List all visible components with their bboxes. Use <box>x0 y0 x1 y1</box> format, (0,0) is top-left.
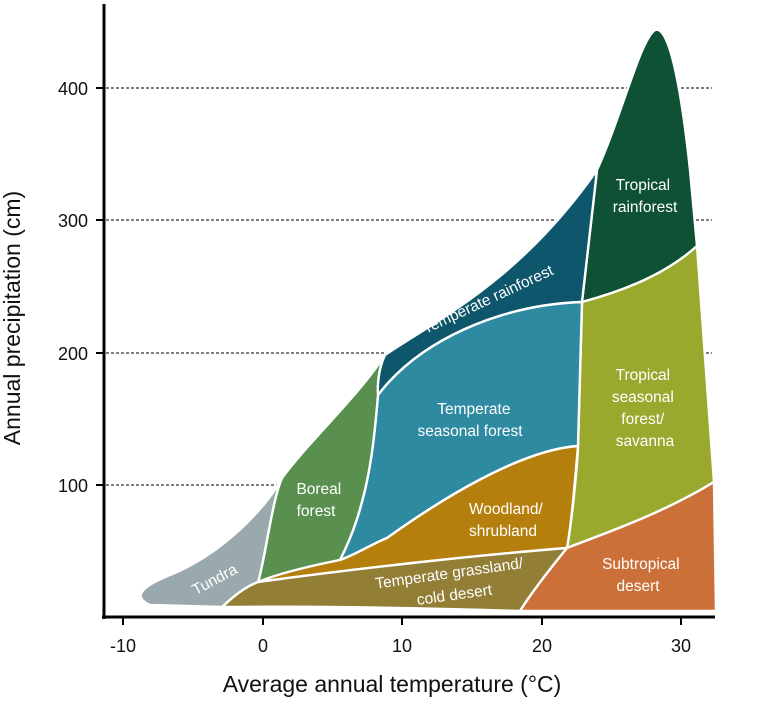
biome-subtropical-desert <box>518 480 718 613</box>
x-axis-title: Average annual temperature (°C) <box>223 671 562 697</box>
label-tropical-seasonal-forest: Tropical seasonal forest/ savanna <box>612 367 678 450</box>
y-tick-label: 300 <box>58 211 88 231</box>
y-tick-label: 100 <box>58 476 88 496</box>
label-temperate-seasonal-forest: Temperate seasonal forest <box>417 401 523 440</box>
label-subtropical-desert: Subtropical desert <box>602 556 684 595</box>
x-tick-label: 0 <box>258 636 268 656</box>
y-axis-title: Annual precipitation (cm) <box>0 191 25 445</box>
biome-tundra <box>139 476 284 609</box>
label-boreal-forest: Boreal forest <box>296 481 345 520</box>
axes: 400 300 200 100 -10 0 10 20 30 Average a… <box>0 4 715 697</box>
x-tick-label: -10 <box>110 636 136 656</box>
y-ticks: 400 300 200 100 <box>58 79 104 496</box>
x-tick-label: 30 <box>671 636 691 656</box>
x-ticks: -10 0 10 20 30 <box>110 617 691 656</box>
biome-regions <box>139 28 718 613</box>
label-woodland-shrubland: Woodland/ shrubland <box>469 501 547 540</box>
x-tick-label: 20 <box>532 636 552 656</box>
x-tick-label: 10 <box>392 636 412 656</box>
y-tick-label: 400 <box>58 79 88 99</box>
y-tick-label: 200 <box>58 344 88 364</box>
label-tropical-rainforest: Tropical rainforest <box>613 177 678 216</box>
